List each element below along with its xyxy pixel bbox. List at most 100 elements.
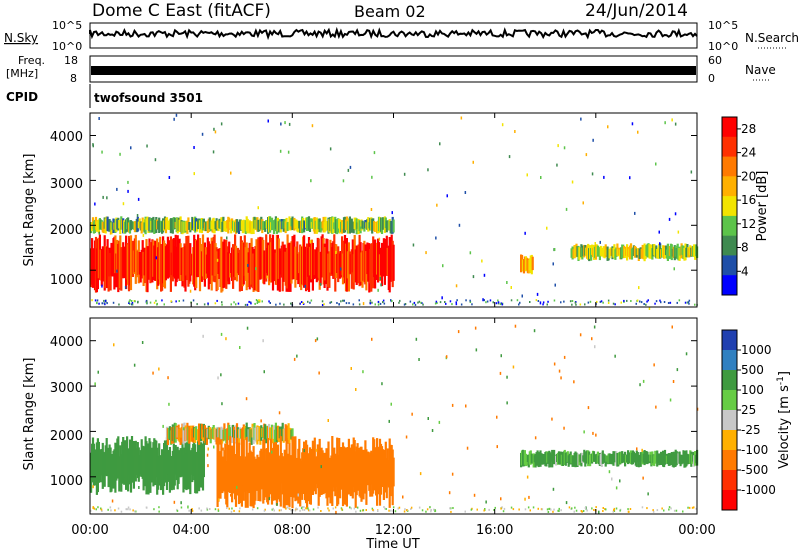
- ground-scatter-point: [328, 509, 330, 512]
- echo-point: [659, 242, 661, 246]
- echo-point: [534, 436, 537, 440]
- echo-point: [146, 144, 148, 148]
- velocity-ylabel: Slant Range [km]: [22, 358, 37, 471]
- ground-scatter-point: [563, 300, 565, 303]
- ground-scatter-point: [587, 301, 590, 304]
- echo-point: [175, 113, 178, 117]
- freq-panel-frame: [89, 55, 698, 83]
- echo-point: [116, 269, 118, 273]
- ground-scatter-point: [450, 510, 452, 513]
- nsearch-tick-top: 10^5: [708, 19, 738, 32]
- ground-scatter-point: [673, 509, 676, 512]
- ground-scatter-point: [575, 303, 577, 306]
- ground-scatter-point: [127, 508, 129, 511]
- echo-point: [677, 230, 680, 234]
- ground-scatter-point: [647, 299, 649, 302]
- echo-point: [102, 195, 104, 199]
- ground-scatter-point: [283, 303, 285, 306]
- echo-point: [217, 376, 219, 380]
- ground-scatter-point: [330, 301, 333, 304]
- power-colorbar-ticklabel: 12: [741, 217, 756, 231]
- ground-scatter-point: [574, 506, 576, 509]
- cpid-value: twofsound 3501: [94, 91, 203, 105]
- ground-scatter-point: [540, 508, 543, 511]
- ground-scatter-point: [488, 508, 490, 511]
- echo-point: [554, 283, 556, 287]
- ground-scatter-point: [221, 303, 223, 306]
- ground-scatter-point: [422, 303, 424, 306]
- echo-point: [222, 447, 224, 451]
- echo-point: [526, 173, 528, 177]
- velocity-colorbar-band: [722, 430, 737, 451]
- echo-point: [521, 294, 523, 298]
- echo-point: [246, 326, 249, 330]
- ground-scatter-point: [239, 507, 241, 510]
- echo-point: [405, 435, 408, 439]
- ground-scatter-point: [390, 509, 392, 512]
- echo-point: [168, 176, 171, 179]
- echo-point: [508, 155, 511, 159]
- ground-scatter-point: [687, 506, 689, 509]
- echo-point: [441, 296, 443, 300]
- velocity-ytick-4000: 4000: [50, 335, 83, 350]
- ground-scatter-point: [688, 302, 690, 305]
- ground-scatter-point: [465, 299, 467, 302]
- echo-point: [362, 302, 365, 306]
- ground-scatter-point: [307, 507, 309, 510]
- echo-point: [168, 402, 170, 406]
- ground-scatter-point: [512, 508, 515, 511]
- power-colorbar-frame: [721, 116, 738, 296]
- echo-point: [496, 445, 498, 449]
- ground-scatter-point: [546, 303, 548, 306]
- ground-scatter-point: [146, 506, 148, 509]
- ground-scatter-point: [670, 507, 672, 510]
- nsky-trace: [89, 26, 698, 41]
- ground-scatter-point: [191, 509, 194, 512]
- ground-scatter-point: [613, 507, 616, 510]
- ground-scatter-point: [451, 303, 453, 306]
- echo-point: [304, 284, 306, 288]
- echo-point: [301, 476, 303, 480]
- ground-scatter-point: [153, 301, 156, 304]
- echo-point: [184, 425, 187, 429]
- echo-point: [318, 371, 320, 375]
- ground-scatter-point: [158, 510, 160, 513]
- echo-point: [247, 264, 249, 267]
- ground-scatter-point: [231, 507, 233, 510]
- ground-scatter-point: [406, 509, 408, 512]
- ground-scatter-point: [93, 507, 96, 510]
- ground-scatter-point: [398, 301, 400, 304]
- echo-point: [514, 324, 517, 328]
- ground-scatter-point: [553, 508, 555, 511]
- ground-scatter-point: [228, 507, 230, 510]
- ground-scatter-point: [430, 509, 432, 511]
- echo-point: [524, 231, 526, 235]
- ground-scatter-point: [153, 508, 155, 511]
- echo-point: [280, 122, 282, 126]
- velocity-colorbar-ticklabel: -25: [741, 423, 761, 437]
- ground-scatter-point: [410, 506, 413, 509]
- ground-scatter-point: [175, 300, 177, 303]
- ground-scatter-point: [449, 300, 452, 303]
- echo-point: [466, 446, 469, 450]
- echo-point: [510, 286, 512, 289]
- echo-point: [560, 376, 562, 380]
- ground-scatter-point: [399, 299, 401, 302]
- ground-scatter-point: [255, 299, 258, 301]
- echo-point: [427, 417, 429, 420]
- ground-scatter-point: [246, 303, 249, 306]
- echo-point: [551, 417, 553, 421]
- echo-point: [619, 479, 621, 483]
- ground-scatter-point: [129, 299, 131, 302]
- echo-strip: [392, 219, 395, 233]
- echo-point: [111, 499, 114, 503]
- ground-scatter-point: [321, 304, 324, 306]
- ground-scatter-point: [537, 300, 540, 302]
- echo-point: [591, 337, 593, 341]
- echo-point: [138, 486, 140, 489]
- ground-scatter-point: [128, 300, 130, 303]
- ground-scatter-point: [612, 302, 615, 305]
- ground-scatter-point: [371, 507, 374, 510]
- ground-scatter-point: [403, 303, 406, 306]
